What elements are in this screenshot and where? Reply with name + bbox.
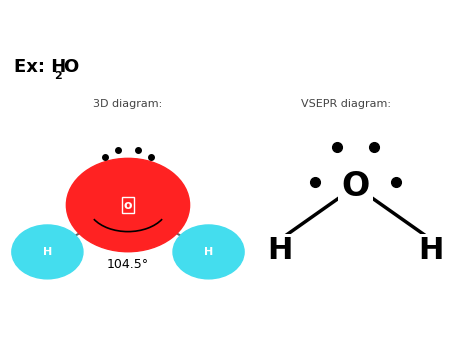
Text: H: H <box>419 236 444 265</box>
Text: 104.5°: 104.5° <box>107 258 149 271</box>
Text: H: H <box>267 236 292 265</box>
Text: VSEPR: VSEPR <box>181 7 293 36</box>
Ellipse shape <box>173 225 244 279</box>
Text: VSEPR diagram:: VSEPR diagram: <box>301 99 391 109</box>
Text: H: H <box>43 247 52 257</box>
Ellipse shape <box>12 225 83 279</box>
Text: 2: 2 <box>55 71 62 81</box>
Text: 3D diagram:: 3D diagram: <box>93 99 163 109</box>
Text: Ex: H: Ex: H <box>14 58 66 76</box>
Text: O: O <box>341 170 370 203</box>
Ellipse shape <box>66 158 190 252</box>
Text: O: O <box>63 58 78 76</box>
Text: H: H <box>204 247 213 257</box>
Text: o: o <box>124 198 132 212</box>
